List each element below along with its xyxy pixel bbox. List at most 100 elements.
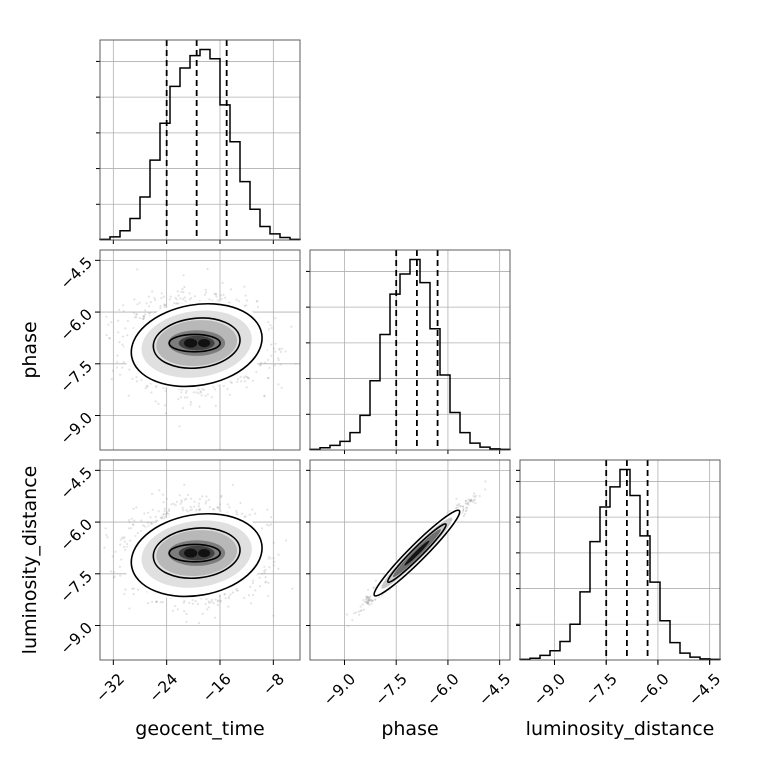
sample-point: [264, 581, 267, 584]
sample-point: [183, 498, 186, 501]
sample-point: [201, 388, 204, 391]
sample-point: [252, 579, 255, 582]
sample-point: [159, 304, 162, 308]
sample-point: [163, 513, 166, 516]
sample-point: [163, 515, 167, 519]
sample-point: [182, 291, 185, 294]
sample-point: [180, 290, 183, 293]
sample-point: [213, 388, 216, 391]
sample-point: [171, 609, 175, 612]
sample-point: [228, 393, 231, 396]
sample-point: [254, 512, 257, 515]
sample-point: [123, 540, 126, 543]
sample-point: [123, 592, 126, 596]
sample-point: [136, 532, 139, 535]
sample-point: [119, 574, 122, 577]
sample-point: [147, 511, 150, 514]
sample-point: [191, 602, 194, 605]
sample-point: [198, 498, 201, 501]
sample-point: [154, 515, 157, 519]
sample-point: [254, 589, 257, 592]
sample-point: [265, 580, 268, 583]
sample-point: [231, 591, 234, 594]
sample-point: [223, 593, 226, 596]
sample-point: [143, 315, 146, 318]
sample-point: [138, 317, 141, 320]
sample-point: [273, 560, 276, 563]
sample-point: [96, 373, 98, 375]
sample-point: [146, 385, 149, 388]
sample-point: [115, 366, 118, 369]
sample-point: [256, 306, 259, 309]
sample-point: [273, 364, 276, 367]
sample-point: [235, 511, 238, 514]
sample-point: [155, 600, 158, 604]
sample-point: [185, 620, 188, 623]
sample-point: [142, 524, 145, 527]
sample-point: [243, 285, 246, 288]
sample-point: [196, 602, 199, 606]
sample-point: [119, 373, 122, 376]
sample-point: [194, 600, 197, 603]
sample-point: [175, 298, 178, 301]
sample-point: [268, 366, 271, 369]
sample-point: [211, 598, 214, 602]
sample-point: [151, 290, 154, 293]
sample-point: [204, 288, 207, 291]
sample-point: [281, 347, 284, 350]
sample-point: [200, 394, 203, 397]
sample-point: [159, 307, 162, 310]
contour-outer: [130, 302, 263, 388]
sample-point: [216, 600, 219, 603]
scatter-panel-geocent_time-vs-luminosity_distance: [99, 459, 301, 661]
sample-point: [277, 383, 280, 386]
sample-point: [211, 508, 214, 511]
sample-point: [124, 327, 127, 330]
sample-point: [189, 401, 193, 404]
sample-point: [252, 593, 255, 597]
sample-point: [229, 593, 232, 596]
sample-point: [218, 503, 222, 506]
sample-point: [274, 350, 277, 353]
sample-point: [138, 301, 141, 304]
sample-point: [126, 542, 129, 546]
sample-point: [278, 348, 281, 351]
sample-point: [188, 292, 191, 295]
sample-point: [164, 404, 167, 407]
sample-point: [190, 497, 193, 500]
sample-point: [153, 296, 156, 300]
sample-point: [135, 316, 138, 319]
sample-point: [151, 492, 154, 496]
sample-point: [224, 597, 227, 600]
sample-point: [258, 576, 261, 579]
sample-point: [174, 504, 177, 507]
sample-point: [268, 566, 271, 569]
sample-point: [132, 507, 135, 510]
panel-content: [100, 460, 300, 660]
sample-point: [248, 513, 251, 516]
grid-phase: [310, 250, 510, 450]
sample-point: [112, 571, 115, 574]
sample-point: [127, 394, 130, 397]
sample-point: [162, 386, 165, 390]
sample-point: [133, 311, 136, 314]
sample-point: [244, 515, 247, 518]
sample-point: [202, 388, 206, 391]
sample-point: [173, 302, 176, 305]
sample-point: [150, 522, 153, 526]
sample-point: [161, 493, 165, 496]
sample-point: [163, 510, 166, 513]
sample-point: [146, 521, 150, 524]
sample-point: [245, 299, 248, 302]
sample-point: [229, 381, 232, 384]
sample-point: [277, 553, 280, 556]
sample-point: [135, 506, 138, 509]
sample-point: [140, 519, 143, 522]
sample-point: [183, 285, 186, 289]
sample-point: [179, 297, 182, 300]
sample-point: [236, 589, 239, 592]
sample-point: [167, 509, 171, 512]
sample-point: [235, 509, 238, 512]
sample-point: [201, 612, 204, 616]
sample-point: [186, 396, 189, 399]
